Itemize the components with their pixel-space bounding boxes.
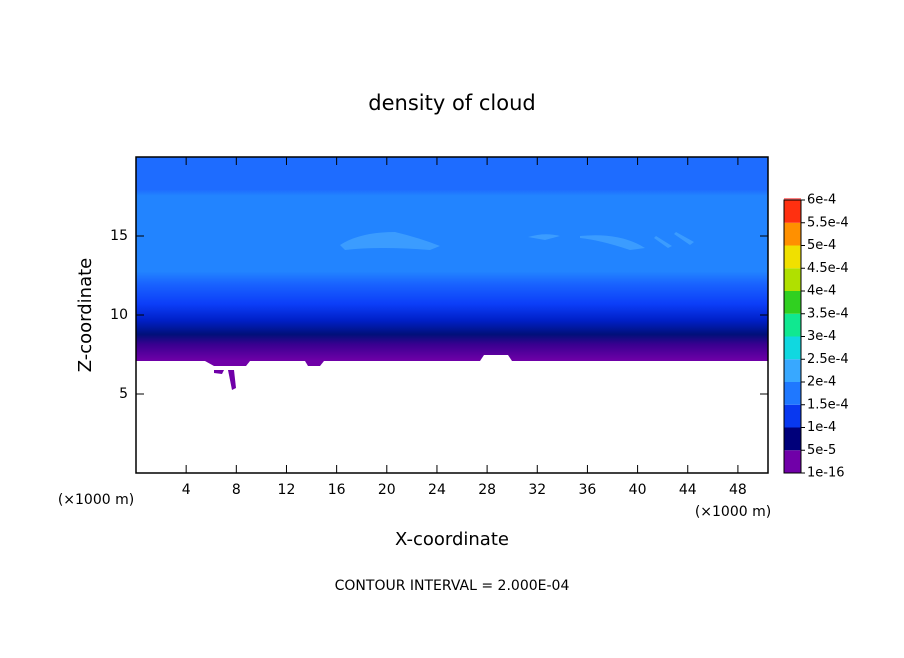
y-tick-label: 5: [119, 386, 128, 402]
colorbar-label: 1e-16: [807, 466, 845, 481]
y-axis-label: Z-coordinate: [75, 258, 96, 373]
x-tick-label: 44: [679, 482, 697, 498]
colorbar-band: [784, 404, 801, 428]
contour-field: [136, 157, 768, 390]
x-tick-label: 40: [629, 482, 647, 498]
y-unit-label: (×1000 m): [58, 492, 134, 508]
x-tick-label: 16: [328, 482, 346, 498]
colorbar-band: [784, 336, 801, 360]
colorbar-label: 4.5e-4: [807, 261, 849, 276]
colorbar-band: [784, 222, 801, 246]
x-tick-label: 8: [232, 482, 241, 498]
colorbar-band: [784, 291, 801, 314]
colorbar-label: 5.5e-4: [807, 215, 849, 230]
colorbar-label: 3e-4: [807, 329, 836, 344]
x-tick-label: 4: [182, 482, 191, 498]
x-tick-label: 24: [428, 482, 446, 498]
x-axis-label: X-coordinate: [395, 529, 509, 550]
colorbar-band: [784, 245, 801, 269]
colorbar-label: 5e-5: [807, 443, 836, 458]
chart-title: density of cloud: [368, 91, 535, 115]
colorbar-label: 1e-4: [807, 420, 836, 435]
colorbar-band: [784, 427, 801, 451]
x-tick-label: 36: [579, 482, 597, 498]
colorbar-band: [784, 268, 801, 291]
colorbar-top: [784, 198, 801, 200]
x-tick-label: 20: [378, 482, 396, 498]
colorbar-band: [784, 313, 801, 337]
colorbar-band: [784, 200, 801, 223]
colorbar-band: [784, 382, 801, 405]
y-tick-label: 15: [110, 228, 128, 244]
colorbar-band: [784, 359, 801, 382]
colorbar-label: 1.5e-4: [807, 397, 849, 412]
colorbar-label: 2e-4: [807, 375, 836, 390]
colorbar-label: 6e-4: [807, 193, 836, 208]
colorbar-label: 4e-4: [807, 284, 836, 299]
x-tick-label: 12: [278, 482, 296, 498]
footer: CONTOUR INTERVAL = 2.000E-04: [335, 578, 570, 594]
x-tick-label: 32: [528, 482, 546, 498]
x-tick-label: 48: [729, 482, 747, 498]
colorbar-label: 5e-4: [807, 238, 836, 253]
x-tick-label: 28: [478, 482, 496, 498]
colorbar-label: 3.5e-4: [807, 306, 849, 321]
x-unit-label: (×1000 m): [695, 504, 771, 520]
colorbar-label: 2.5e-4: [807, 352, 849, 367]
colorbar-band: [784, 450, 801, 473]
y-tick-label: 10: [110, 307, 128, 323]
